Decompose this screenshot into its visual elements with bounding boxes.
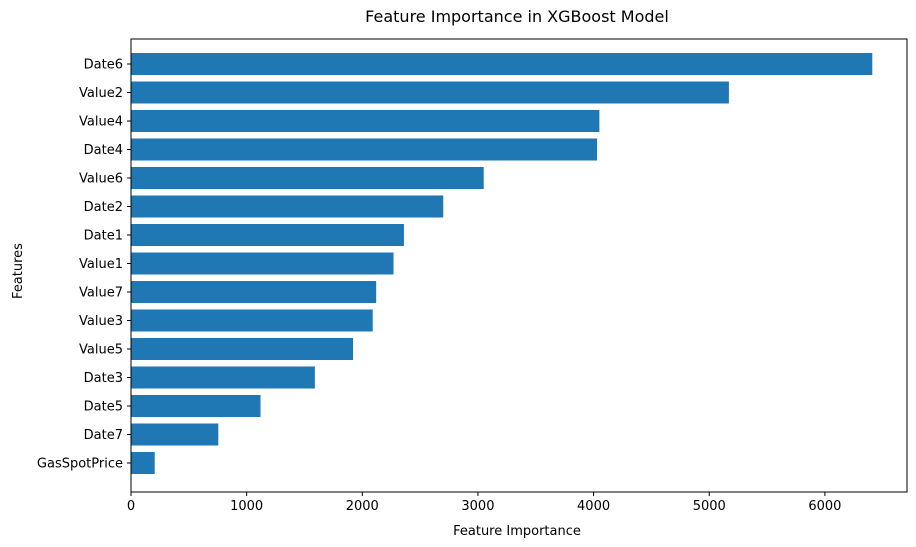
x-tick-label: 5000	[693, 499, 726, 514]
y-tick-label: Date2	[84, 200, 123, 215]
y-axis-label: Features	[11, 243, 26, 299]
y-tick-label: Value2	[79, 86, 123, 101]
y-tick-label: Date1	[84, 229, 123, 244]
y-tick-label: Value7	[79, 286, 123, 301]
plot-frame	[130, 38, 908, 493]
bar-Value2	[131, 81, 729, 104]
bar-Value1	[131, 252, 394, 275]
y-axis: Date6 Value2 Value4 Date4 Value6 Date2 Date1 Va…	[37, 58, 131, 472]
y-tick-label: GasSpotPrice	[37, 457, 123, 472]
bar-Date4	[131, 138, 598, 161]
bar-Date2	[131, 195, 444, 218]
bar-Date6	[131, 53, 873, 75]
bar-Value7	[131, 281, 377, 303]
x-axis: 0 1000 2000 3000 4000 5000 6000	[127, 492, 841, 514]
y-tick-label: Date6	[84, 58, 123, 73]
bar-Date7	[131, 423, 219, 446]
chart-title: Feature Importance in XGBoost Model	[365, 7, 669, 26]
y-tick-label: Value3	[79, 314, 123, 329]
y-tick-label: Value1	[79, 257, 123, 272]
y-tick-label: Date3	[84, 371, 123, 386]
x-tick-label: 1000	[230, 499, 263, 514]
bar-Value4	[131, 110, 600, 132]
x-tick-label: 4000	[577, 499, 610, 514]
y-tick-label: Value6	[79, 172, 123, 187]
bar-Date5	[131, 395, 261, 417]
bar-GasSpotPrice	[131, 452, 155, 474]
y-tick-label: Date5	[84, 400, 123, 415]
bar-Value5	[131, 338, 354, 360]
plot-area	[131, 53, 873, 474]
bar-Date3	[131, 366, 315, 389]
x-tick-label: 6000	[808, 499, 841, 514]
x-tick-label: 2000	[346, 499, 379, 514]
x-tick-label: 0	[127, 499, 135, 514]
y-tick-label: Value5	[79, 343, 123, 358]
x-tick-label: 3000	[461, 499, 494, 514]
y-tick-label: Date7	[84, 428, 123, 443]
bar-Value6	[131, 167, 484, 189]
bar-Value3	[131, 309, 373, 332]
y-tick-label: Value4	[79, 115, 123, 130]
y-tick-label: Date4	[84, 143, 123, 158]
bar-Date1	[131, 224, 404, 246]
x-axis-label: Feature Importance	[453, 524, 581, 539]
